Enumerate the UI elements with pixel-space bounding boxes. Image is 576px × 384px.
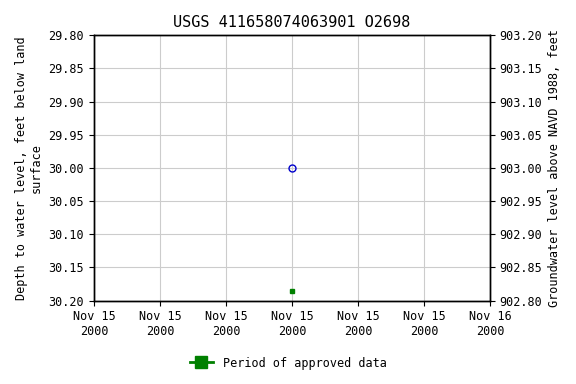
Title: USGS 411658074063901 O2698: USGS 411658074063901 O2698 <box>173 15 411 30</box>
Legend: Period of approved data: Period of approved data <box>185 352 391 374</box>
Y-axis label: Depth to water level, feet below land
surface: Depth to water level, feet below land su… <box>15 36 43 300</box>
Y-axis label: Groundwater level above NAVD 1988, feet: Groundwater level above NAVD 1988, feet <box>548 29 561 307</box>
